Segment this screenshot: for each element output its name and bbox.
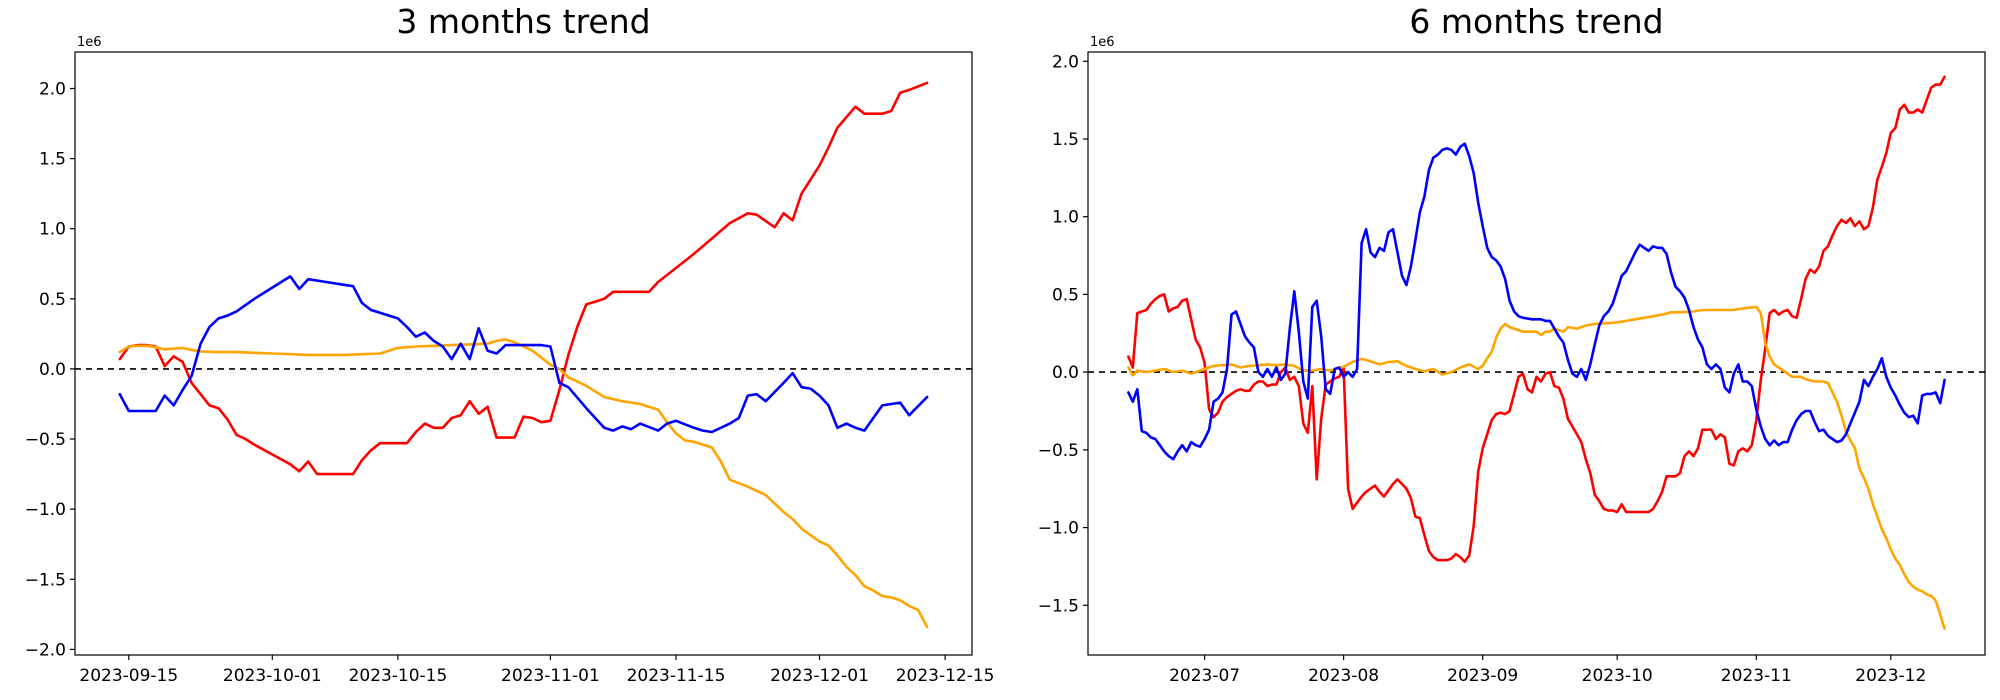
- y-tick-label-6-months: −0.5: [1038, 441, 1079, 461]
- x-tick-label-3-months: 2023-11-01: [501, 666, 600, 686]
- axes-frame-3-months: [74, 51, 973, 656]
- axes-frame-6-months: [1087, 51, 1986, 656]
- y-tick-label-6-months: 1.0: [1052, 208, 1079, 228]
- y-tick-label-3-months: −2.0: [25, 640, 66, 660]
- x-tick-label-6-months: 2023-09: [1447, 666, 1518, 686]
- series-line-orange-6-months: [1127, 305, 1946, 630]
- x-tick-label-3-months: 2023-10-01: [223, 666, 322, 686]
- y-tick-label-6-months: −1.5: [1038, 596, 1079, 616]
- y-tick-label-3-months: 0.0: [39, 360, 66, 380]
- y-tick-label-6-months: 0.0: [1052, 363, 1079, 383]
- y-tick-label-3-months: −1.5: [25, 570, 66, 590]
- y-tick-label-3-months: 1.0: [39, 220, 66, 240]
- x-tick-label-3-months: 2023-11-15: [627, 666, 726, 686]
- x-tick-label-3-months: 2023-12-15: [896, 666, 995, 686]
- x-tick-label-3-months: 2023-12-01: [770, 666, 869, 686]
- series-line-blue-3-months: [118, 275, 929, 434]
- axes-6-months: −1.5 −1.0 −0.5 0.0 0.5 1.0 1.5 2.0 2023-07 2023-0…: [1038, 35, 1986, 686]
- chart-title-3-months: 3 months trend: [396, 2, 651, 41]
- y-tick-label-6-months: 1.5: [1052, 130, 1079, 150]
- y-tick-label-3-months: 0.5: [39, 290, 66, 310]
- series-line-blue-6-months: [1127, 142, 1946, 461]
- chart-title-6-months: 6 months trend: [1409, 2, 1664, 41]
- x-tick-label-3-months: 2023-09-15: [79, 666, 178, 686]
- x-tick-label-6-months: 2023-11: [1721, 666, 1792, 686]
- y-axis-offset-label-3-months: 1e6: [77, 35, 102, 50]
- y-tick-label-3-months: 2.0: [39, 80, 66, 100]
- x-tick-label-6-months: 2023-12: [1855, 666, 1926, 686]
- series-line-red-6-months: [1127, 75, 1946, 564]
- axes-3-months: −2.0 −1.5 −1.0 −0.5 0.0 0.5 1.0 1.5 2.0 2023-09-1…: [25, 35, 995, 686]
- series-line-red-3-months: [118, 81, 929, 476]
- x-tick-label-3-months: 2023-10-15: [349, 666, 448, 686]
- y-tick-label-3-months: −1.0: [25, 500, 66, 520]
- y-axis-offset-label-6-months: 1e6: [1090, 35, 1115, 50]
- y-tick-label-3-months: 1.5: [39, 150, 66, 170]
- y-tick-label-6-months: −1.0: [1038, 519, 1079, 539]
- y-tick-label-6-months: 2.0: [1052, 52, 1079, 72]
- x-tick-label-6-months: 2023-10: [1582, 666, 1653, 686]
- x-tick-label-6-months: 2023-07: [1169, 666, 1240, 686]
- series-line-orange-3-months: [118, 338, 929, 629]
- y-tick-label-6-months: 0.5: [1052, 285, 1079, 305]
- x-tick-label-6-months: 2023-08: [1308, 666, 1379, 686]
- y-tick-label-3-months: −0.5: [25, 430, 66, 450]
